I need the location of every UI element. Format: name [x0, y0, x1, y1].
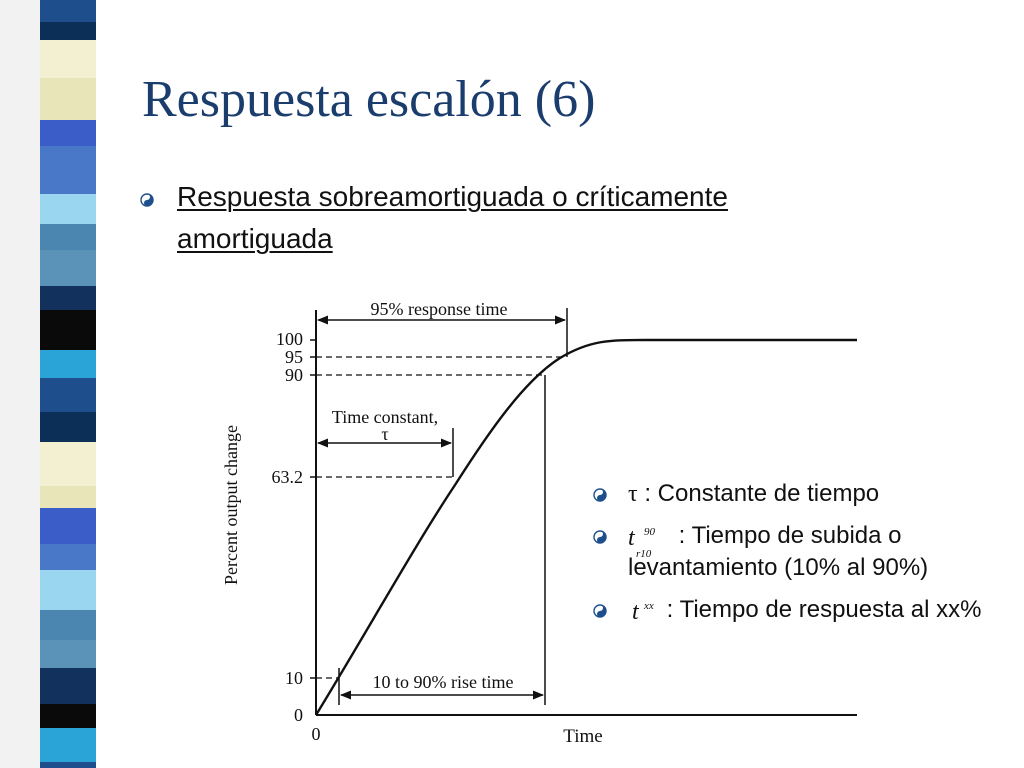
stripe-block	[40, 224, 96, 250]
response-time-symbol: t	[632, 599, 639, 625]
stripe-block	[40, 146, 96, 194]
y-tick-label: 63.2	[272, 467, 304, 487]
tau-symbol: τ	[628, 481, 638, 507]
stripe-block	[40, 78, 96, 120]
x-origin-label: 0	[312, 724, 321, 744]
response-time-label: 95% response time	[371, 299, 508, 319]
stripe-block	[40, 22, 96, 40]
stripe-block	[40, 194, 96, 224]
stripe-block	[40, 570, 96, 610]
tau-label: τ	[381, 424, 388, 444]
stripe-block	[40, 704, 96, 728]
yin-yang-bullet-icon	[593, 604, 607, 618]
stripe-block	[40, 486, 96, 508]
definition-text: : Tiempo de subida o levantamiento (10% …	[628, 522, 929, 581]
stripe-block	[40, 508, 96, 544]
stripe-block	[40, 350, 96, 378]
definition-response-time: t xx : Tiempo de respuesta al xx%	[593, 594, 998, 626]
rise-time-label-bg	[353, 673, 533, 691]
rise-time-label: 10 to 90% rise time	[373, 672, 514, 692]
stripe-block	[40, 762, 96, 768]
rise-time-subscript: r10	[636, 548, 652, 560]
yin-yang-bullet-icon	[593, 530, 607, 544]
decorative-stripe	[0, 0, 120, 768]
time-constant-label: Time constant,	[332, 407, 438, 427]
definition-text: : Constante de tiempo	[644, 480, 880, 507]
stripe-block	[40, 120, 96, 146]
definition-rise-time: t 90 r10 : Tiempo de subida o levantamie…	[593, 520, 998, 584]
main-bullet-text: Respuesta sobreamortiguada o críticament…	[177, 181, 728, 254]
main-bullet: Respuesta sobreamortiguada o críticament…	[140, 176, 860, 260]
stripe-block	[40, 668, 96, 704]
step-response-diagram: 100 95 90 63.2 10 0 0 Time Percent outpu…	[221, 299, 857, 747]
stripe-block	[40, 442, 96, 486]
stripe-block	[40, 378, 96, 412]
rise-time-superscript: 90	[644, 526, 655, 538]
stripe-block	[40, 250, 96, 286]
rise-time-symbol: t	[628, 525, 635, 551]
stripe-block	[40, 728, 96, 762]
stripe-block	[40, 286, 96, 310]
stripe-block	[40, 0, 96, 22]
y-tick-label: 100	[276, 329, 303, 349]
y-tick-label: 95	[285, 347, 303, 367]
y-tick-label: 0	[294, 705, 303, 725]
step-response-curve	[314, 338, 857, 716]
slide-title: Respuesta escalón (6)	[142, 71, 596, 128]
x-axis-label: Time	[563, 726, 602, 747]
y-axis-label: Percent output change	[221, 425, 241, 585]
yin-yang-bullet-icon	[593, 488, 607, 502]
stripe-block	[40, 610, 96, 640]
definition-text: : Tiempo de respuesta al xx%	[666, 596, 982, 623]
yin-yang-bullet-icon	[140, 193, 154, 207]
stripe-shadow	[0, 0, 40, 768]
y-tick-label: 90	[285, 365, 303, 385]
stripe-fade	[96, 0, 120, 768]
response-time-superscript: xx	[644, 600, 654, 612]
stripe-block	[40, 412, 96, 442]
definition-tau: τ : Constante de tiempo	[593, 478, 998, 510]
stripe-block	[40, 310, 96, 350]
y-tick-label: 10	[285, 668, 303, 688]
stripe-block	[40, 640, 96, 668]
stripe-block	[40, 544, 96, 570]
stripe-block	[40, 40, 96, 78]
